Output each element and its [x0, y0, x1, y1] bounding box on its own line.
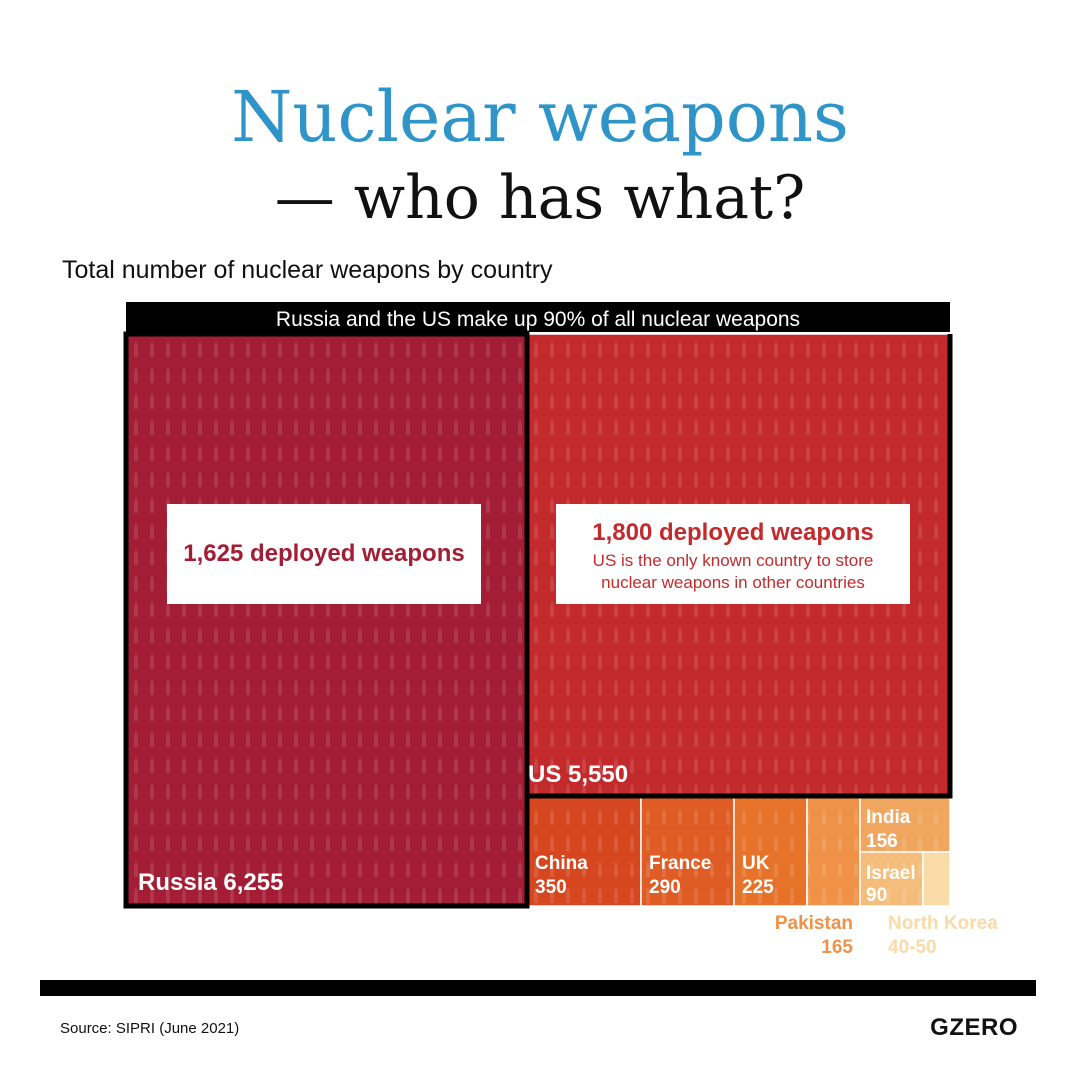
us-border — [524, 334, 953, 906]
gzero-logo: GZERO — [930, 1014, 1018, 1041]
label-uk-name: UK — [742, 853, 770, 874]
label-israel-name: Israel — [866, 863, 916, 884]
treemap-cell-india-pattern — [860, 796, 950, 852]
footer-divider — [40, 980, 1036, 996]
us-callout-box — [556, 504, 910, 604]
treemap-cell-uk-pattern — [734, 796, 807, 906]
treemap-cell-china-pattern — [527, 796, 641, 906]
label-pakistan-value: 165 — [821, 937, 853, 958]
label-russia: Russia 6,255 — [138, 869, 283, 896]
russia-callout-box — [167, 504, 481, 604]
label-us: US 5,550 — [528, 761, 628, 788]
chart-title: Nuclear weapons — [231, 76, 849, 158]
us-callout-title: 1,800 deployed weapons — [592, 519, 873, 546]
treemap-cell-russia-pattern — [126, 334, 527, 906]
treemap-cell-israel-pattern — [860, 852, 923, 906]
chart-subtitle: Total number of nuclear weapons by count… — [62, 256, 553, 284]
source-note: Source: SIPRI (June 2021) — [60, 1020, 240, 1037]
us-callout-line3: nuclear weapons in other countries — [601, 573, 865, 592]
label-china-value: 350 — [535, 877, 567, 898]
label-north-korea-value: 40-50 — [888, 937, 937, 958]
banner: Russia and the US make up 90% of all nuc… — [126, 302, 950, 332]
treemap-cell-north-korea — [922, 851, 951, 907]
treemap-cell-pakistan-pattern — [807, 796, 860, 906]
label-france-name: France — [649, 853, 711, 874]
label-pakistan-name: Pakistan — [775, 913, 853, 934]
label-north-korea-name: North Korea — [888, 913, 998, 934]
label-israel-value: 90 — [866, 885, 887, 906]
label-india-value: 156 — [866, 831, 898, 852]
label-india-name: India — [866, 807, 911, 828]
russia-callout-text: 1,625 deployed weapons — [183, 540, 464, 567]
label-china-name: China — [535, 853, 588, 874]
chart-title-line2: — who has what? — [274, 163, 806, 233]
treemap-cell-france-pattern — [641, 796, 734, 906]
us-callout-line2: US is the only known country to store — [593, 551, 874, 570]
label-uk-value: 225 — [742, 877, 774, 898]
label-france-value: 290 — [649, 877, 681, 898]
